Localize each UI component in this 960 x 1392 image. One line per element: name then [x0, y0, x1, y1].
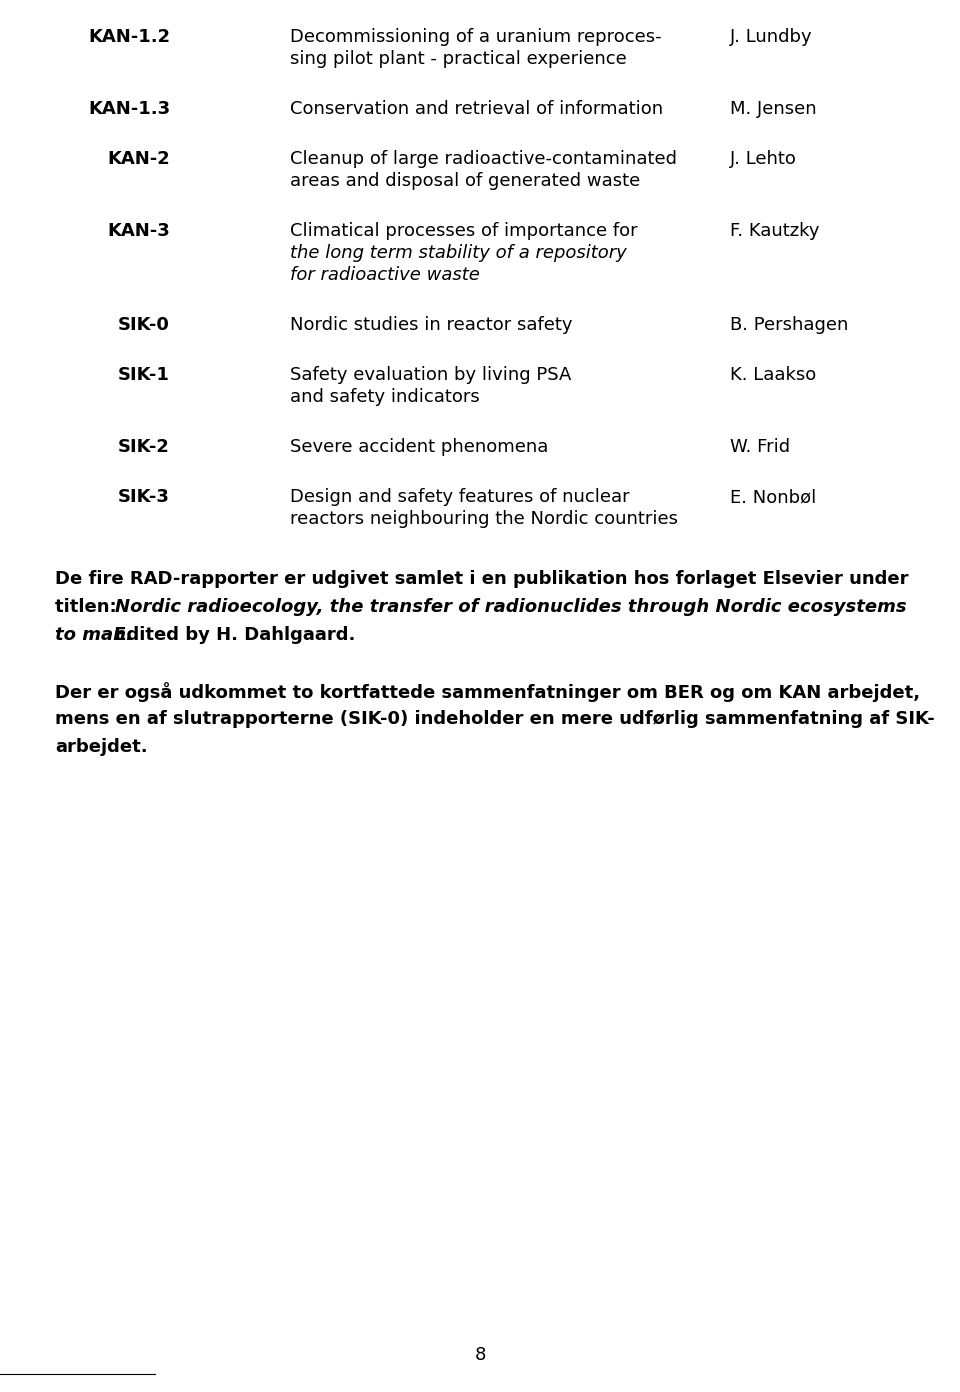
Text: the long term stability of a repository: the long term stability of a repository — [290, 244, 627, 262]
Text: Design and safety features of nuclear: Design and safety features of nuclear — [290, 489, 630, 507]
Text: W. Frid: W. Frid — [730, 438, 790, 457]
Text: for radioactive waste: for radioactive waste — [290, 266, 480, 284]
Text: SIK-3: SIK-3 — [118, 489, 170, 507]
Text: KAN-1.2: KAN-1.2 — [88, 28, 170, 46]
Text: Cleanup of large radioactive-contaminated: Cleanup of large radioactive-contaminate… — [290, 150, 677, 168]
Text: SIK-1: SIK-1 — [118, 366, 170, 384]
Text: Decommissioning of a uranium reproces-: Decommissioning of a uranium reproces- — [290, 28, 661, 46]
Text: Safety evaluation by living PSA: Safety evaluation by living PSA — [290, 366, 571, 384]
Text: areas and disposal of generated waste: areas and disposal of generated waste — [290, 173, 640, 189]
Text: KAN-1.3: KAN-1.3 — [88, 100, 170, 118]
Text: arbejdet.: arbejdet. — [55, 738, 148, 756]
Text: Nordic radioecology, the transfer of radionuclides through Nordic ecosystems: Nordic radioecology, the transfer of rad… — [115, 599, 906, 617]
Text: F. Kautzky: F. Kautzky — [730, 221, 820, 239]
Text: and safety indicators: and safety indicators — [290, 388, 480, 406]
Text: J. Lehto: J. Lehto — [730, 150, 797, 168]
Text: J. Lundby: J. Lundby — [730, 28, 812, 46]
Text: Conservation and retrieval of information: Conservation and retrieval of informatio… — [290, 100, 663, 118]
Text: Climatical processes of importance for: Climatical processes of importance for — [290, 221, 637, 239]
Text: titlen:: titlen: — [55, 599, 123, 617]
Text: to man.: to man. — [55, 626, 132, 644]
Text: K. Laakso: K. Laakso — [730, 366, 816, 384]
Text: SIK-2: SIK-2 — [118, 438, 170, 457]
Text: 8: 8 — [474, 1346, 486, 1364]
Text: Severe accident phenomena: Severe accident phenomena — [290, 438, 548, 457]
Text: De fire RAD-rapporter er udgivet samlet i en publikation hos forlaget Elsevier u: De fire RAD-rapporter er udgivet samlet … — [55, 569, 908, 587]
Text: sing pilot plant - practical experience: sing pilot plant - practical experience — [290, 50, 627, 68]
Text: B. Pershagen: B. Pershagen — [730, 316, 849, 334]
Text: E. Nonbøl: E. Nonbøl — [730, 489, 816, 507]
Text: Nordic studies in reactor safety: Nordic studies in reactor safety — [290, 316, 572, 334]
Text: mens en af slutrapporterne (SIK-0) indeholder en mere udførlig sammenfatning af : mens en af slutrapporterne (SIK-0) indeh… — [55, 710, 935, 728]
Text: M. Jensen: M. Jensen — [730, 100, 817, 118]
Text: Edited by H. Dahlgaard.: Edited by H. Dahlgaard. — [108, 626, 355, 644]
Text: KAN-2: KAN-2 — [108, 150, 170, 168]
Text: KAN-3: KAN-3 — [108, 221, 170, 239]
Text: Der er også udkommet to kortfattede sammenfatninger om BER og om KAN arbejdet,: Der er også udkommet to kortfattede samm… — [55, 682, 920, 702]
Text: SIK-0: SIK-0 — [118, 316, 170, 334]
Text: reactors neighbouring the Nordic countries: reactors neighbouring the Nordic countri… — [290, 509, 678, 528]
